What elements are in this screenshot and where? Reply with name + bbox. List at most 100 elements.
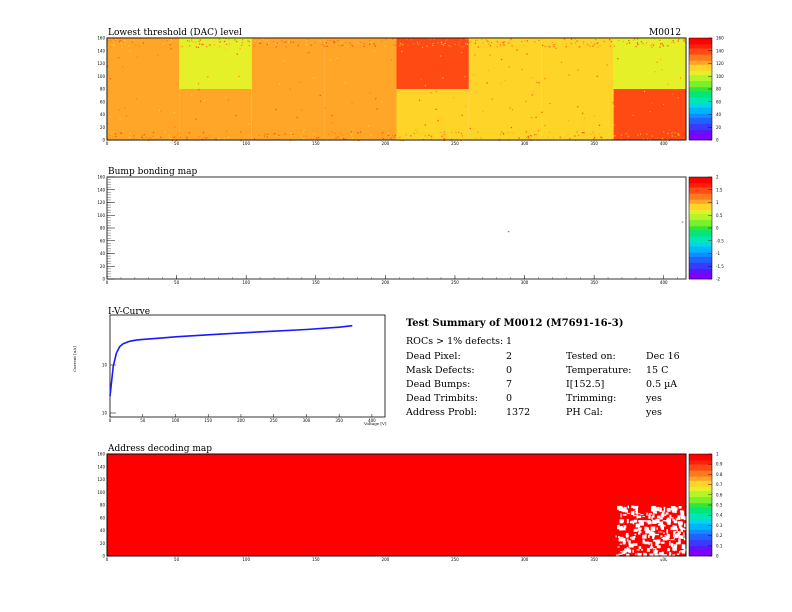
pixel-mark <box>458 41 460 43</box>
pixel-mark <box>596 75 598 77</box>
pixel-mark <box>150 137 152 139</box>
pixel-mark <box>649 131 651 133</box>
summary-label: Mask Defects: <box>406 365 475 376</box>
pixel-mark <box>570 43 572 45</box>
color-scale-cell <box>689 225 712 229</box>
pixel-mark <box>221 105 224 107</box>
pixel-mark <box>502 132 504 134</box>
pixel-mark <box>416 131 418 133</box>
y-tick-label: 160 <box>97 452 105 457</box>
color-scale-cell <box>689 66 712 69</box>
color-scale-cell <box>689 125 712 129</box>
color-scale-label: 40 <box>716 112 722 117</box>
pixel-mark <box>448 38 450 40</box>
address-defect-mark <box>680 555 682 558</box>
pixel-mark <box>179 135 181 137</box>
pixel-mark <box>243 61 245 63</box>
pixel-mark <box>378 134 380 136</box>
pixel-mark <box>624 137 627 139</box>
pixel-mark <box>677 43 680 45</box>
address-defect-mark <box>643 536 646 538</box>
address-defect-mark <box>626 538 629 542</box>
y-tick-label: 40 <box>100 251 106 256</box>
pixel-mark <box>401 50 403 53</box>
x-tick-label: 300 <box>521 141 529 146</box>
plot-frame-top <box>106 453 687 557</box>
pixel-mark <box>343 138 345 140</box>
address-defect-mark <box>675 542 681 545</box>
pixel-mark <box>374 45 376 47</box>
pixel-mark <box>285 41 287 43</box>
summary-label: Dead Pixel: <box>406 351 461 362</box>
color-scale-cell <box>689 264 712 268</box>
pixel-mark <box>445 40 447 42</box>
pixel-mark <box>218 46 221 48</box>
pixel-mark <box>287 41 290 43</box>
pixel-mark <box>133 135 135 137</box>
pixel-mark <box>674 136 676 138</box>
pixel-mark <box>198 89 200 91</box>
pixel-mark <box>671 41 673 44</box>
color-scale-cell <box>689 209 712 212</box>
pixel-mark <box>328 43 330 45</box>
pixel-mark <box>107 42 109 44</box>
pixel-mark <box>539 91 541 93</box>
pixel-mark <box>330 134 332 136</box>
pixel-mark <box>613 45 615 47</box>
pixel-mark <box>661 43 663 45</box>
pixel-mark <box>235 114 237 117</box>
address-defect-mark <box>683 516 687 520</box>
pixel-mark <box>640 132 643 134</box>
pixel-mark <box>590 41 592 44</box>
pixel-mark <box>504 79 506 82</box>
color-scale-cell <box>689 531 712 534</box>
pixel-mark <box>660 42 662 44</box>
pixel-mark <box>109 78 111 80</box>
pixel-mark <box>484 46 486 48</box>
color-scale-cell <box>689 549 712 553</box>
pixel-mark <box>223 40 226 43</box>
address-defect-mark <box>675 535 677 537</box>
iv-y-tick-label: 10 <box>102 411 108 416</box>
pixel-mark <box>653 38 656 40</box>
pixel-mark <box>227 137 230 139</box>
pixel-mark <box>535 134 538 136</box>
pixel-mark <box>331 131 333 133</box>
address-defect-mark <box>635 511 638 514</box>
pixel-mark <box>314 42 316 44</box>
pixel-mark <box>465 43 467 45</box>
pixel-mark <box>533 46 535 48</box>
pixel-mark <box>218 40 220 42</box>
pixel-mark <box>151 135 154 137</box>
address-defect-mark <box>659 517 663 520</box>
pixel-mark <box>195 43 197 45</box>
pixel-mark <box>515 132 517 134</box>
color-scale-cell <box>689 40 712 43</box>
pixel-mark <box>613 135 615 137</box>
pixel-mark <box>440 135 442 137</box>
pixel-mark <box>234 39 236 41</box>
pixel-mark <box>145 55 147 57</box>
pixel-mark <box>551 41 553 44</box>
pixel-mark <box>228 104 230 106</box>
pixel-mark <box>577 134 580 137</box>
pixel-mark <box>443 131 446 133</box>
color-scale-cell <box>689 64 712 67</box>
address-defect-mark <box>669 514 672 518</box>
pixel-mark <box>259 42 261 44</box>
color-scale-cell <box>689 519 712 522</box>
roc-block <box>107 38 180 89</box>
pixel-mark <box>565 46 567 48</box>
address-defect-mark <box>679 510 684 513</box>
pixel-mark <box>538 82 540 84</box>
pixel-mark <box>470 41 472 43</box>
address-defect-mark <box>655 549 657 553</box>
pixel-mark <box>549 102 551 105</box>
pixel-mark <box>597 42 599 44</box>
address-defect-mark <box>618 537 624 542</box>
color-scale-cell <box>689 193 712 196</box>
pixel-mark <box>521 68 523 71</box>
pixel-mark <box>107 40 110 42</box>
iv-y-tick-label: 10 <box>102 363 108 368</box>
